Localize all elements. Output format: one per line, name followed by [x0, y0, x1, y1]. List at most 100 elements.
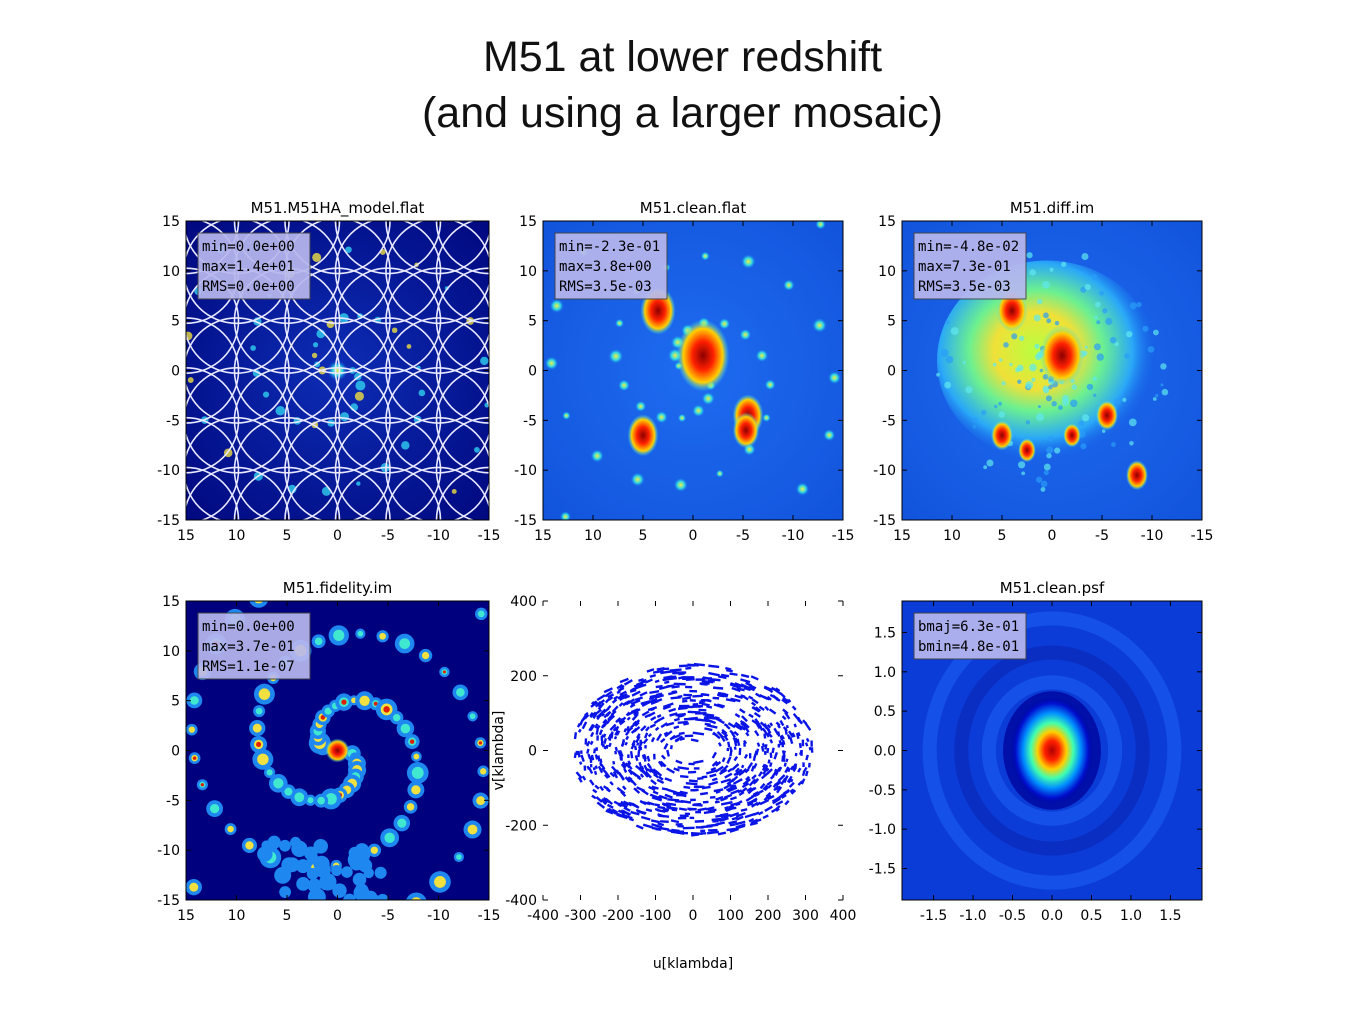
uv-track [763, 730, 770, 738]
fidelity-core [477, 610, 485, 618]
uv-track [615, 730, 621, 736]
emission-knot [345, 246, 352, 253]
uv-track [633, 711, 640, 717]
uv-track [740, 673, 750, 678]
uv-track [766, 768, 773, 775]
uv-track [669, 745, 673, 750]
x-tick-label: -300 [565, 908, 597, 924]
uv-track [720, 778, 732, 784]
fidelity-core [447, 588, 455, 596]
y-tick-label: -5 [166, 413, 180, 429]
uv-track [617, 686, 625, 692]
uv-track [786, 775, 793, 783]
mosaic-pointing-circle [284, 317, 391, 424]
emission-speckle [1102, 308, 1108, 314]
uv-track [752, 763, 758, 769]
uv-track [654, 694, 664, 700]
fidelity-blob [340, 555, 362, 577]
uv-track [638, 761, 642, 767]
uv-track [608, 742, 612, 748]
uv-track [635, 735, 641, 744]
uv-track [724, 805, 730, 810]
uv-track [699, 791, 709, 796]
uv-track [727, 741, 731, 748]
fidelity-core [413, 753, 420, 760]
emission-speckle [1001, 381, 1006, 386]
uv-track [713, 703, 724, 709]
uv-track [642, 738, 649, 745]
fidelity-blob [274, 866, 292, 884]
y-tick-label: -400 [505, 893, 537, 909]
emission-knot [417, 523, 422, 528]
uv-track [761, 763, 768, 772]
mosaic-pointing-circle [334, 221, 442, 325]
uv-track [721, 728, 728, 735]
emission-speckle [1129, 302, 1137, 310]
uv-track [648, 785, 656, 791]
uv-track [719, 768, 725, 773]
uv-track [722, 764, 729, 772]
uv-track [805, 754, 809, 761]
stats-text: max=3.7e-01 [202, 639, 295, 655]
uv-track [743, 725, 750, 733]
fidelity-core [122, 743, 131, 752]
emission-speckle [1091, 273, 1098, 281]
stats-text: RMS=3.5e-03 [559, 279, 652, 295]
uv-track [727, 768, 733, 773]
x-tick-label: -100 [640, 908, 672, 924]
uv-track [797, 767, 802, 773]
uv-track [581, 775, 587, 781]
uv-track [747, 787, 756, 795]
uv-track [662, 803, 672, 808]
fidelity-core [130, 660, 139, 669]
x-tick-label: -5 [736, 528, 750, 544]
emission-speckle [1129, 441, 1134, 446]
uv-track [657, 805, 666, 810]
uv-track [745, 731, 750, 737]
uv-track [768, 708, 777, 715]
emission-knot [575, 157, 585, 167]
emission-speckle [1109, 336, 1117, 344]
uv-track [674, 738, 680, 743]
uv-track [760, 772, 769, 780]
emission-speckle [1021, 471, 1026, 476]
fidelity-core [344, 996, 356, 1008]
uv-track [714, 800, 720, 804]
emission-speckle [1101, 429, 1106, 433]
uv-track [577, 750, 581, 758]
uv-track [706, 699, 712, 703]
emission-knot [406, 344, 412, 349]
stats-text: RMS=0.0e+00 [202, 279, 295, 295]
uv-track [729, 827, 739, 833]
uv-track [733, 746, 737, 750]
uv-track [655, 692, 663, 697]
uv-track [743, 686, 751, 692]
emission-knot [218, 529, 227, 538]
uv-track [660, 737, 666, 743]
uv-track [598, 729, 604, 736]
x-tick-label: 5 [283, 528, 292, 544]
uv-track [734, 694, 743, 700]
x-tick-label: 10 [228, 528, 246, 544]
uv-track [594, 784, 600, 790]
uv-track [701, 785, 711, 790]
fidelity-core [313, 566, 322, 575]
uv-track [591, 794, 597, 800]
x-tick-label: 15 [534, 528, 552, 544]
uv-track [590, 701, 599, 708]
mosaic-pointing-circle [186, 416, 290, 520]
uv-track [759, 721, 768, 729]
uv-track [791, 705, 797, 711]
uv-track [734, 713, 741, 718]
uv-track [805, 737, 810, 743]
uv-track [630, 810, 640, 816]
uv-track [594, 723, 599, 729]
uv-track [804, 770, 809, 777]
fidelity-core [353, 926, 363, 936]
emission-knot [654, 119, 667, 132]
fidelity-core [379, 632, 386, 640]
uv-track [679, 737, 685, 741]
uv-track [765, 767, 770, 772]
uv-track [650, 779, 657, 786]
uv-track [787, 730, 795, 738]
